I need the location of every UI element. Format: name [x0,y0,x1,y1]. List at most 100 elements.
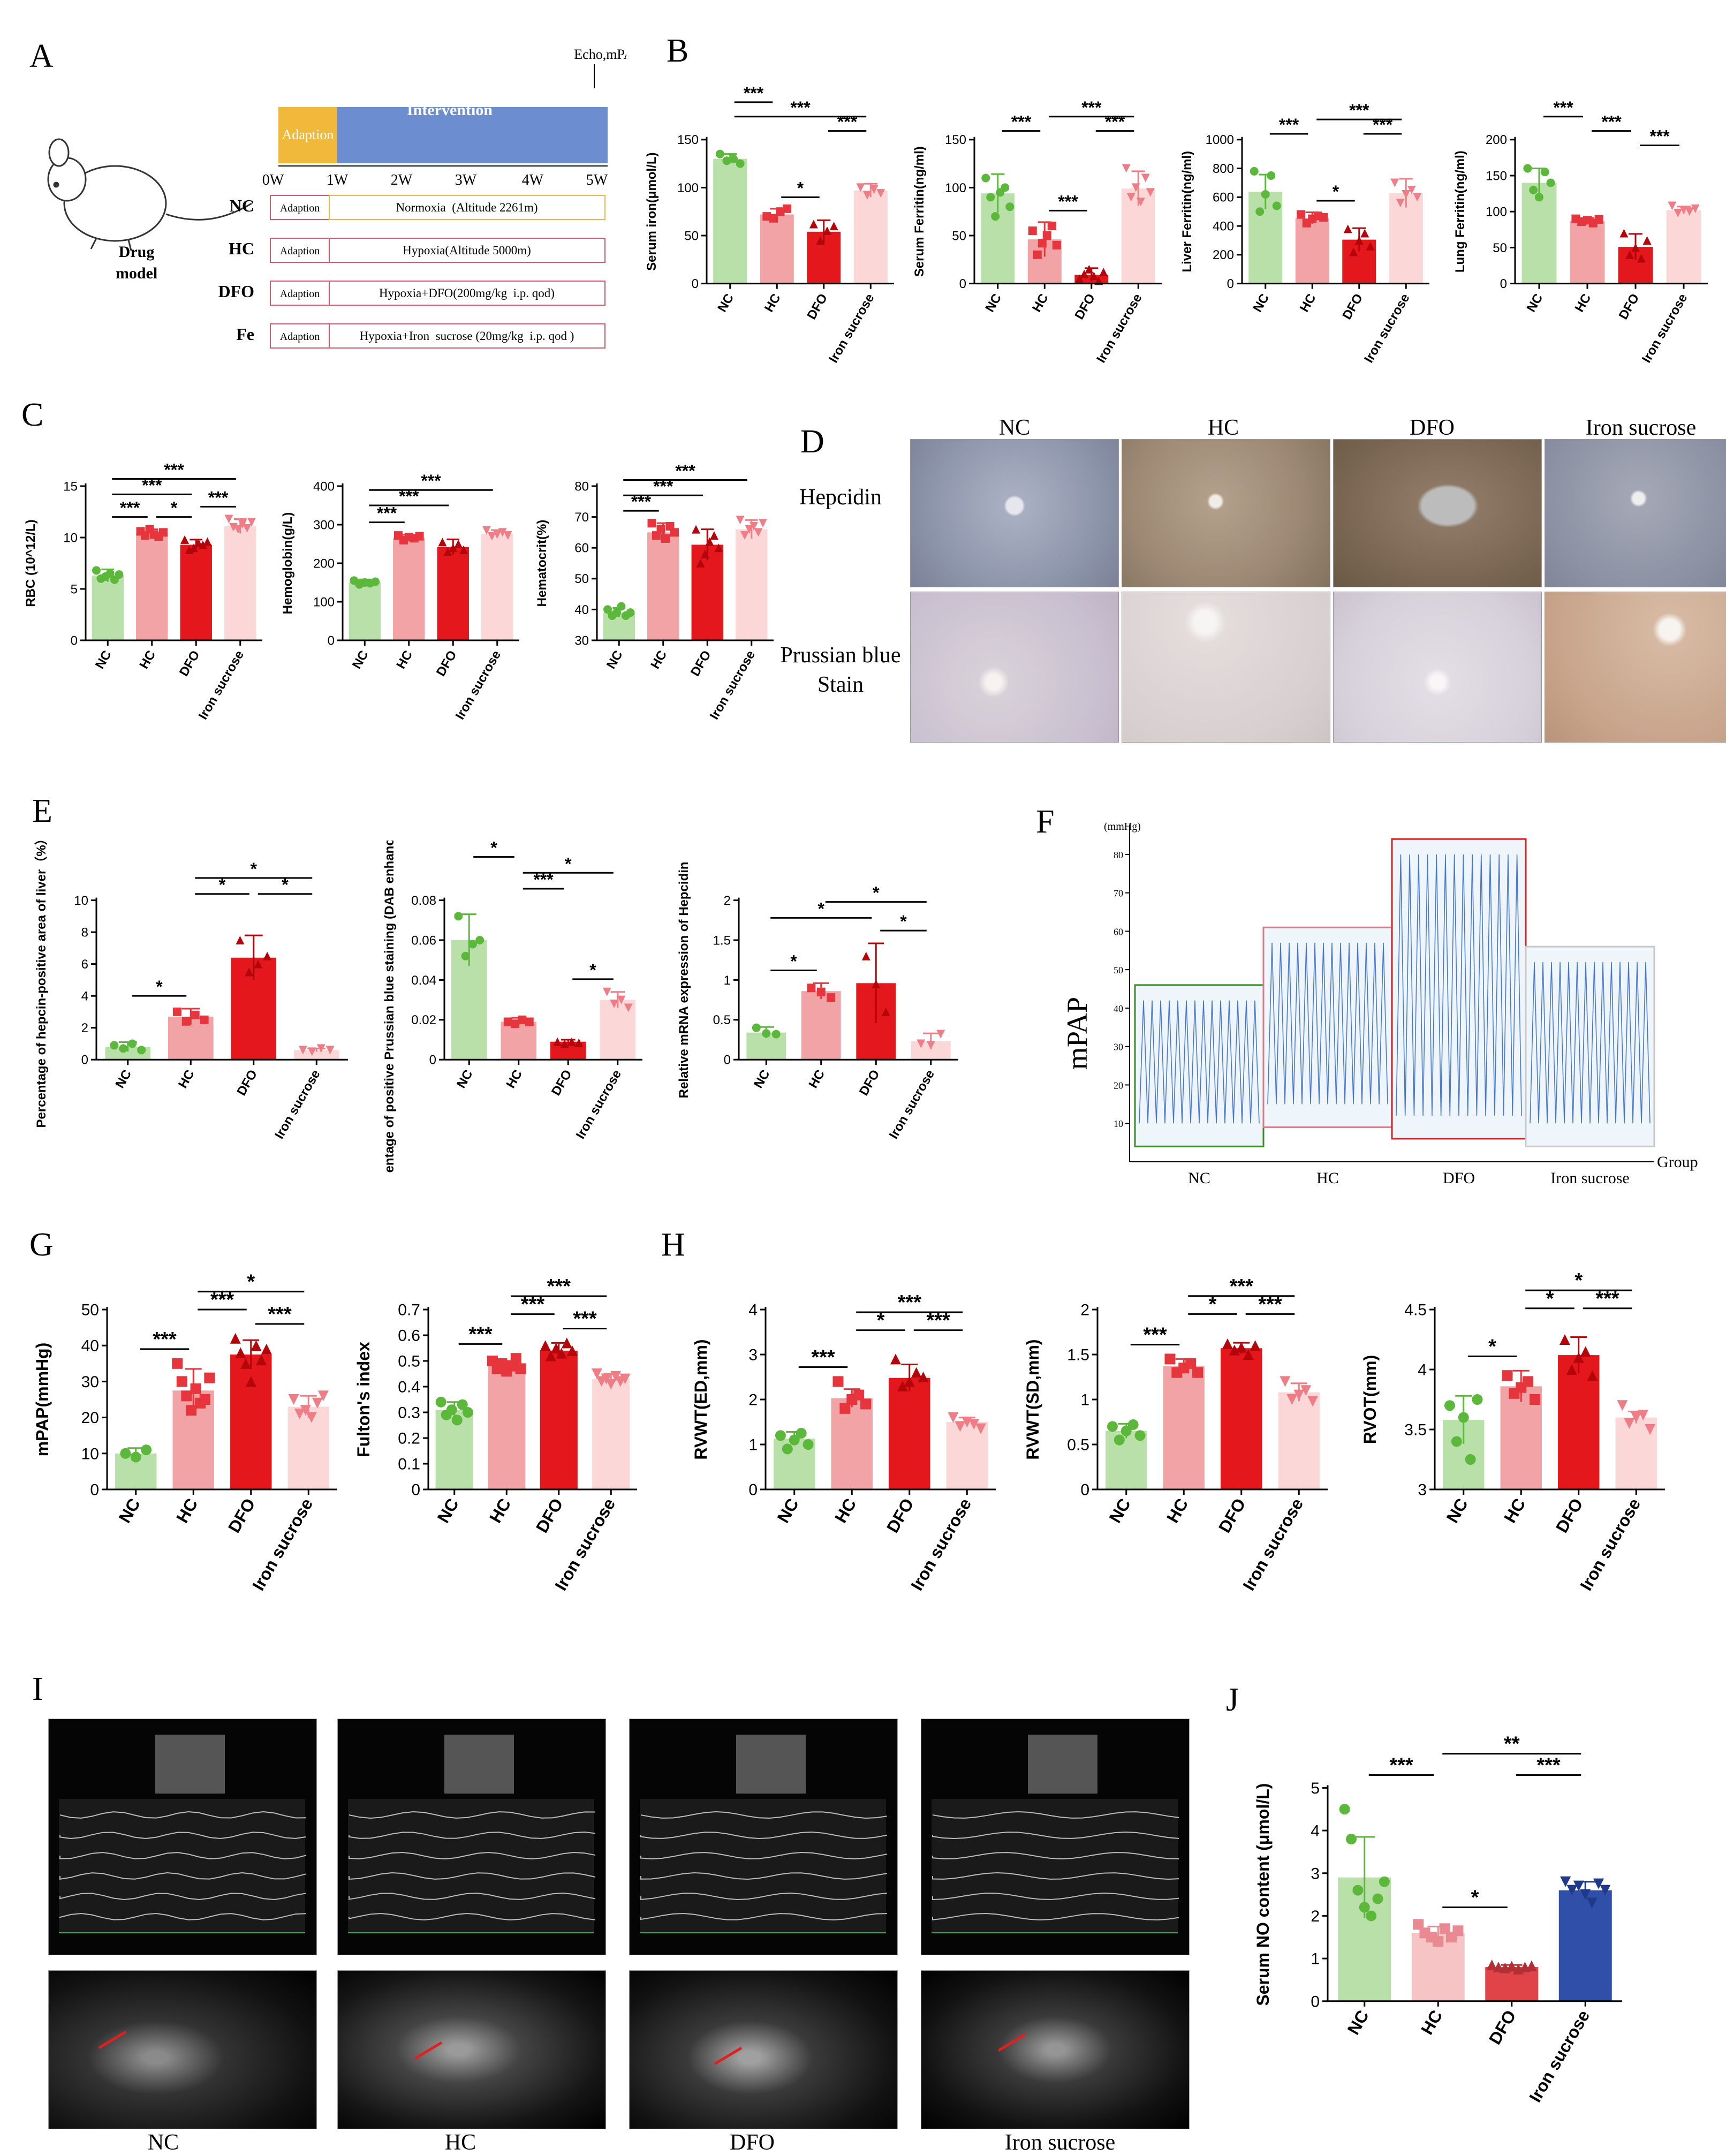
data-point [468,940,477,949]
y-tick-label: 150 [677,133,699,147]
data-point [1080,269,1089,278]
echo-mmode-line [59,1852,307,1859]
data-point [1625,250,1634,259]
data-point [986,193,995,202]
x-tick-label: HC [831,1495,860,1526]
significance-label: *** [837,112,858,132]
chart-hemoglobin: 0 100 200 300 400 Hemoglobin(g/L) NC HC DFOIron … [281,471,519,722]
data-point [438,538,447,547]
hepcidin-iron-image [1545,439,1726,587]
data-point [1052,240,1061,249]
echo-mmode-band [348,1799,594,1933]
x-tick-label: NC [982,291,1004,315]
data-point [745,525,754,534]
echo-mmode-line [349,1811,596,1819]
x-tick-label: Iron sucrose [1094,291,1145,365]
data-point [446,1404,457,1416]
echo-mmode-line [349,1872,596,1880]
panel-letter-a: A [29,38,54,74]
data-point [860,1398,872,1410]
bar-iron-sucrose [1666,210,1701,284]
significance-label: *** [1230,1275,1254,1298]
echo-mmode-line [640,1832,888,1839]
data-point [1300,1385,1312,1396]
data-point [1645,1424,1656,1435]
x-tick-label: Iron sucrose [826,291,877,365]
data-point [1586,1897,1598,1909]
intervention-bar [337,107,608,163]
data-point [876,189,885,198]
week-4: 4W [522,172,544,188]
micro-col-nc: NC [998,415,1031,440]
data-point [1250,167,1259,176]
y-tick-label: 2 [748,1391,758,1409]
hepcidin-dfo-image [1333,439,1542,587]
significance-label: * [1546,1288,1554,1310]
adapt-label-dfo: Adaption [280,288,320,300]
significance-label: * [171,498,178,518]
bar-iron-sucrose [592,1379,630,1489]
data-point [816,236,825,245]
y-tick-label: 100 [677,181,699,195]
data-point [128,1039,137,1048]
data-point [194,538,203,547]
data-point [749,521,758,531]
x-tick-label: NC [350,648,372,672]
echo-mmode-line [640,1811,888,1819]
data-point [1255,207,1265,216]
data-point [487,532,496,541]
y-axis-label: Relative mRNA expression of Hepcidin [677,861,691,1098]
significance-label: *** [1649,127,1670,146]
data-point [1444,1400,1455,1411]
data-point [783,204,792,213]
y-axis-label: RVWT(ED,mm) [691,1339,710,1459]
y-tick-label: 0 [1227,277,1234,291]
bar-nc [349,583,381,640]
y-tick-label: 0.6 [398,1327,420,1345]
y-tick-label: 30 [574,633,589,648]
x-tick-label: NC [93,648,115,672]
trace-ytick-label: 20 [1114,1080,1123,1091]
echo-red-arrow [997,2033,1026,2052]
week-3: 3W [455,172,477,188]
data-point [449,543,458,553]
significance-label: *** [790,98,811,117]
echo-iron-2d [921,1970,1190,2129]
y-tick-label: 50 [574,572,589,586]
panel-letter-i: I [32,1671,43,1707]
data-point [1293,1389,1305,1401]
data-point [198,540,207,549]
data-point [1502,1370,1513,1381]
data-point [1587,1370,1598,1381]
data-point [1580,1889,1591,1900]
y-tick-label: 600 [1213,191,1234,205]
data-point [1360,229,1369,238]
echo-mmode-line [932,1893,1179,1901]
x-tick-label: DFO [532,1495,567,1536]
significance-label: *** [1058,192,1078,211]
significance-label: * [565,854,572,873]
y-tick-label: 40 [574,603,589,617]
y-tick-label: 5 [1311,1780,1320,1797]
echo-mmode-line [59,1913,307,1920]
data-point [736,516,745,525]
data-point [1038,239,1047,248]
group-desc-nc: Normoxia (Altitude 2261m) [396,201,538,214]
panel-letter-j: J [1226,1682,1239,1718]
y-tick-label: 8 [81,926,88,940]
data-point [1433,1936,1444,1947]
y-tick-label: 300 [313,518,335,532]
data-point [1439,1923,1450,1934]
x-tick-label: NC [1106,1495,1134,1526]
bar-hc [136,533,168,640]
significance-label: * [490,841,497,858]
echo-mmode-line [349,1851,596,1859]
panel-letter-c: C [21,397,44,433]
y-tick-label: 4 [748,1302,758,1319]
significance-label: * [877,1310,885,1332]
x-tick-label: HC [1029,291,1051,315]
data-point [827,993,836,1002]
data-point [612,608,622,617]
